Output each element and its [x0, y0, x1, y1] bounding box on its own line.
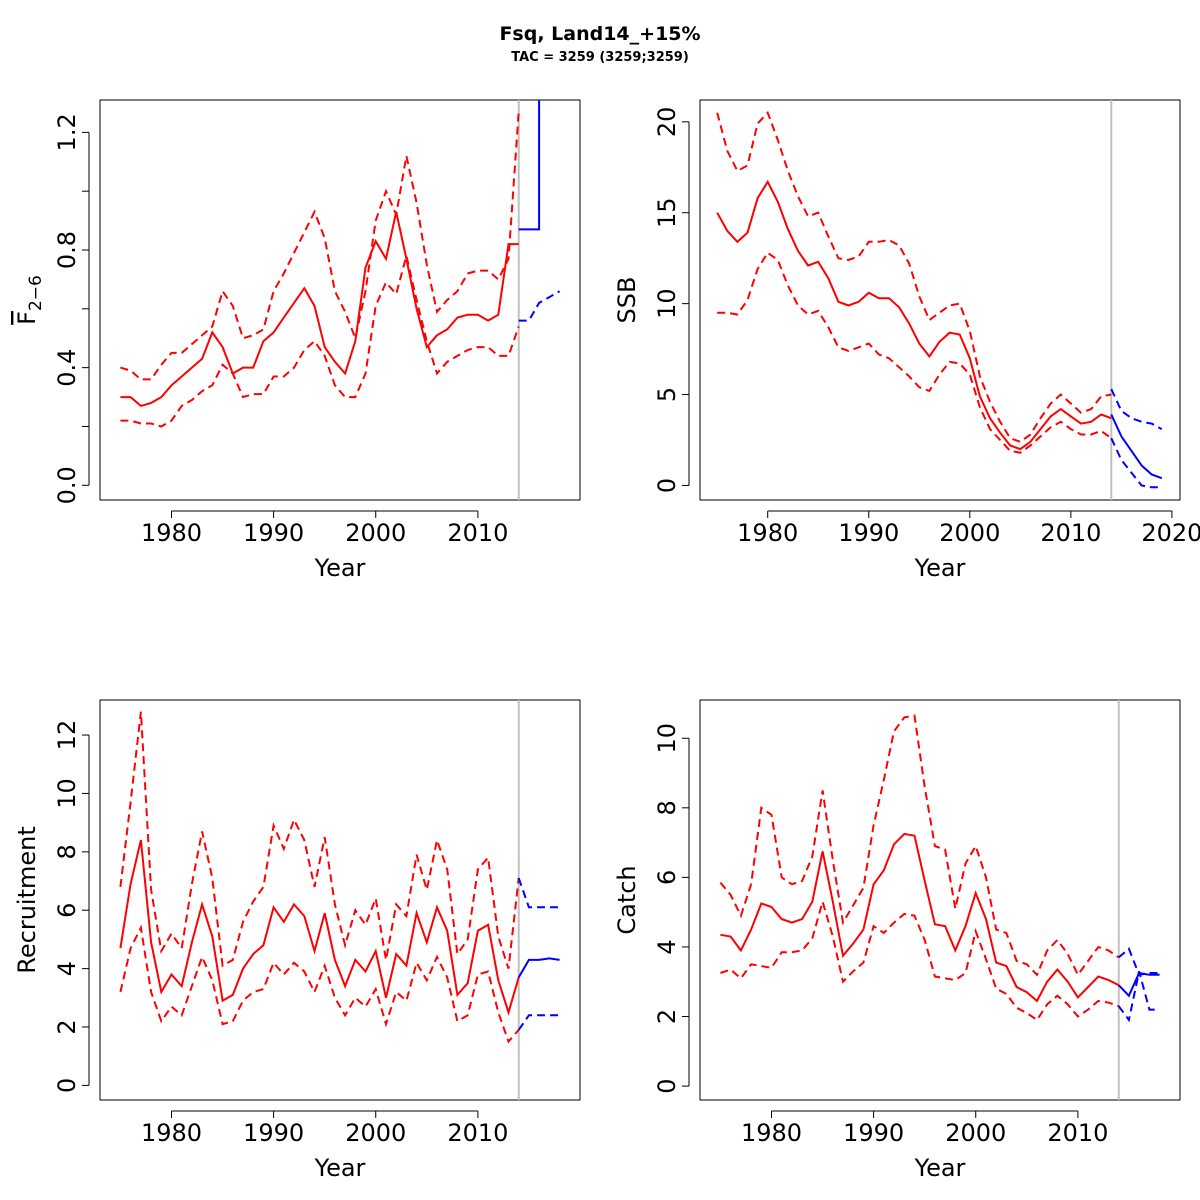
x-tick-label: 2020 [1141, 519, 1200, 547]
x-tick-label: 2000 [345, 519, 406, 547]
panel-recruitment: 1980 1990 2000 2010 0 2 4 6 8 10 12 Year Recruitment [13, 699, 581, 1182]
y-tick-label: 4 [53, 961, 81, 976]
x-tick-label: 2000 [939, 519, 1000, 547]
y-tick-label: 5 [653, 387, 681, 402]
series-lower-line [717, 251, 1112, 454]
x-tick-label: 1990 [243, 519, 304, 547]
plot-frame [699, 699, 1181, 1101]
plot-frame [99, 699, 581, 1101]
x-axis-label: Year [314, 554, 366, 582]
series-upper-line [719, 714, 1120, 977]
y-tick-label: 20 [653, 107, 681, 138]
y-tick-label: 10 [53, 778, 81, 809]
forecast-lower-line [1110, 437, 1162, 489]
y-axis-label: Catch [613, 865, 641, 934]
series-estimate-line [720, 832, 1120, 1003]
x-tick-label: 1990 [838, 519, 899, 547]
x-tick-label: 1980 [141, 519, 202, 547]
y-axis-label: SSB [613, 277, 641, 324]
series-estimate-line [119, 839, 520, 1016]
y-tick-label: 0.0 [53, 466, 81, 504]
x-tick-label: 1990 [243, 1119, 304, 1147]
series-estimate-line [716, 179, 1112, 451]
plot-frame [699, 99, 1181, 501]
panel-catch: 1980 1990 2000 2010 0 2 4 6 8 10 Year Catch [613, 699, 1181, 1182]
forecast-lower-line [1117, 971, 1160, 1023]
x-tick-label: 1980 [737, 519, 798, 547]
series-upper-line [119, 711, 520, 969]
forecast-upper-line [517, 877, 560, 909]
y-tick-label: 10 [653, 723, 681, 754]
panel-f: 1980 1990 2000 2010 0.0 0.4 0.8 1.2 Year F2−6 [13, 99, 581, 582]
x-tick-label: 2010 [447, 1119, 508, 1147]
x-tick-label: 1990 [843, 1119, 904, 1147]
forecast-estimate-line [1110, 414, 1163, 480]
y-tick-label: 8 [653, 800, 681, 815]
x-tick-label: 2000 [345, 1119, 406, 1147]
plot-frame [99, 99, 581, 501]
forecast-lower-line [517, 1014, 560, 1031]
y-tick-label: 6 [53, 903, 81, 918]
y-tick-label: 0 [53, 1078, 81, 1093]
x-tick-label: 1980 [741, 1119, 802, 1147]
series-lower-line [120, 255, 520, 428]
x-tick-label: 2010 [1040, 519, 1101, 547]
y-tick-label: 2 [53, 1019, 81, 1034]
y-tick-label: 0.4 [53, 349, 81, 387]
y-tick-label: 0 [653, 478, 681, 493]
y-tick-label: 1.2 [53, 113, 81, 151]
forecast-upper-line [1110, 388, 1163, 430]
y-tick-label: 4 [653, 939, 681, 954]
y-tick-label: 10 [653, 288, 681, 319]
y-tick-label: 12 [53, 720, 81, 751]
series-lower-line [119, 924, 520, 1044]
x-axis-label: Year [914, 554, 966, 582]
forecast-estimate-line [517, 957, 560, 978]
series-estimate-line [120, 211, 519, 408]
figure-subtitle: TAC = 3259 (3259;3259) [511, 50, 689, 65]
y-tick-label: 2 [653, 1009, 681, 1024]
x-tick-label: 2010 [447, 519, 508, 547]
y-axis-label: F2−6 [13, 275, 46, 325]
series-upper-line [120, 111, 520, 381]
y-tick-label: 8 [53, 844, 81, 859]
forecast-upper-line [1118, 947, 1160, 976]
x-tick-label: 2010 [1047, 1119, 1108, 1147]
series-lower-line [720, 898, 1120, 1022]
x-axis-label: Year [914, 1154, 966, 1182]
figure-title: Fsq, Land14_+15% [499, 23, 700, 45]
y-tick-label: 0.8 [53, 231, 81, 269]
forecast-estimate-line [518, 100, 541, 231]
forecast-ci-line [518, 290, 561, 322]
y-tick-label: 15 [653, 197, 681, 228]
x-axis-label: Year [314, 1154, 366, 1182]
y-tick-label: 0 [653, 1078, 681, 1093]
panel-ssb: 1980 1990 2000 2010 2020 0 5 10 15 20 Year SSB [613, 99, 1200, 582]
series-upper-line [716, 110, 1112, 443]
x-tick-label: 2000 [945, 1119, 1006, 1147]
y-axis-label: Recruitment [13, 826, 41, 973]
forecast-estimate-line [1117, 971, 1160, 998]
x-tick-label: 1980 [141, 1119, 202, 1147]
y-tick-label: 6 [653, 870, 681, 885]
